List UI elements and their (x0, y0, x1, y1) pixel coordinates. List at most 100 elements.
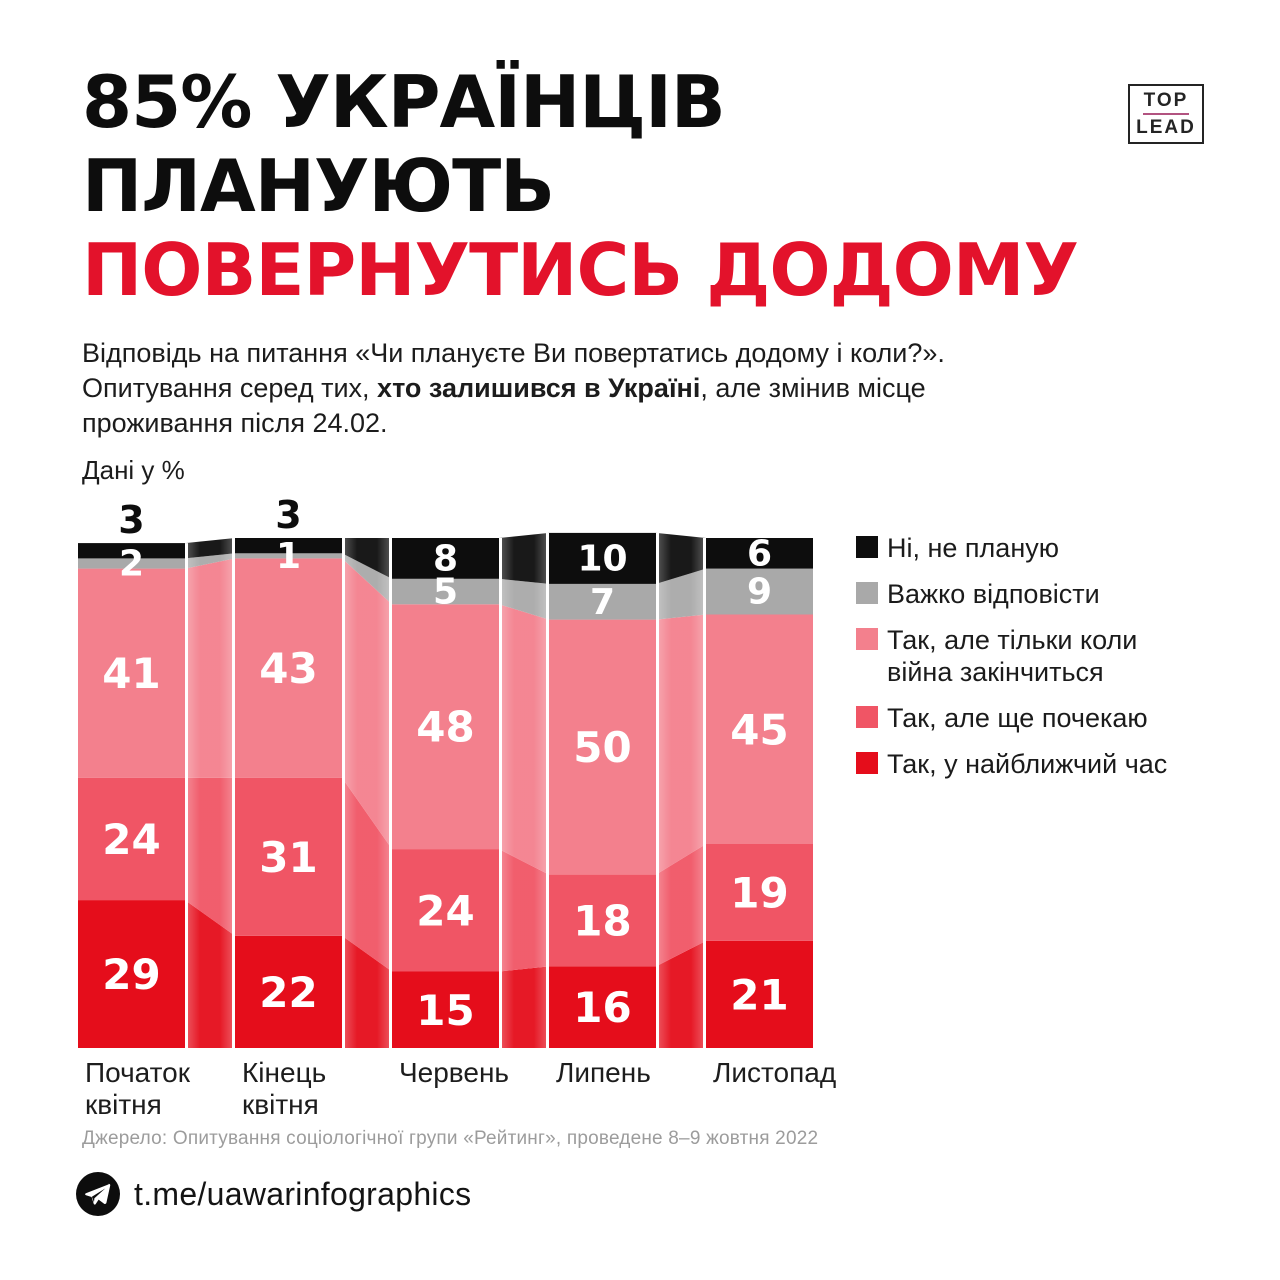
footer: t.me/uawarinfographics (76, 1172, 471, 1216)
bar-segment (392, 971, 499, 1048)
logo-lead-text: LEAD (1136, 117, 1196, 138)
subtitle-bold: хто залишився в Україні (377, 373, 701, 403)
bar-segment (549, 874, 656, 967)
bar-segment (706, 844, 813, 941)
value-label: 19 (730, 868, 788, 917)
bar-segment (392, 604, 499, 850)
bar-segment (235, 777, 342, 936)
legend-swatch (856, 706, 878, 728)
value-label: 6 (747, 533, 772, 574)
x-axis-label: Листопад (713, 1057, 836, 1088)
legend-swatch (856, 582, 878, 604)
bar-segment (78, 543, 185, 559)
units-label: Дані у % (82, 455, 185, 485)
legend-item: Важко відповісти (856, 578, 1216, 610)
value-label: 31 (259, 833, 317, 882)
title-line-2: ПЛАНУЮТЬ (82, 144, 555, 228)
bar-gap (232, 538, 235, 1048)
legend-item: Так, у найближчий час (856, 748, 1216, 780)
bar-segment (78, 568, 185, 778)
bar-segment (78, 900, 185, 1048)
legend-label: Так, але ще почекаю (887, 703, 1148, 733)
logo-top-text: TOP (1143, 90, 1189, 111)
bar-segment (392, 849, 499, 972)
value-label: 29 (102, 950, 160, 999)
bar-gap (499, 538, 502, 1048)
bar-segment (235, 553, 342, 559)
value-label: 9 (747, 572, 772, 613)
bar-segment (706, 940, 813, 1048)
value-label: 50 (573, 723, 631, 772)
subtitle-pre: Відповідь на питання «Чи плануєте Ви пов… (82, 338, 945, 403)
bar-gap (656, 532, 659, 1048)
bar-segment (78, 777, 185, 901)
value-label: 3 (275, 493, 301, 537)
bar-gap (185, 543, 188, 1048)
chart-legend: Ні, не планую Важко відповісти Так, але ті… (856, 532, 1216, 794)
bar-gap (703, 538, 706, 1048)
subtitle-post: , але змінив місце проживання після 24.0… (82, 373, 926, 438)
value-label: 48 (416, 703, 474, 752)
value-label: 1 (276, 536, 301, 577)
connector-highlight (185, 538, 235, 1048)
bar-segment (549, 532, 656, 584)
bar-gap (546, 532, 549, 1048)
footer-link[interactable]: t.me/uawarinfographics (134, 1175, 472, 1212)
bar-segment (235, 558, 342, 778)
legend-label: Важко відповісти (887, 579, 1100, 609)
bar-gap (342, 538, 345, 1048)
stacked-flow-chart: 29 24 41 2 3 22 31 43 1 3 15 24 48 5 8 16 18 50 7 10 21 19 45 9… (60, 490, 860, 1150)
bar-segment (549, 619, 656, 875)
title-line-3: ПОВЕРНУТИСЬ ДОДОМУ (82, 228, 1079, 312)
bar-segment (392, 538, 499, 579)
chart-svg: 2924412322314313152448581618507102119459… (78, 493, 836, 1120)
legend-item: Так, але тільки коли війна закінчиться (856, 624, 1216, 688)
source-note: Джерело: Опитування соціологічної групи … (82, 1128, 819, 1149)
value-label: 24 (102, 815, 160, 864)
logo-divider (1143, 113, 1189, 115)
toplead-logo: TOP LEAD (1128, 84, 1204, 144)
value-label: 16 (573, 983, 631, 1032)
telegram-icon (76, 1172, 120, 1216)
x-axis-label: Кінець квітня (242, 1057, 326, 1120)
legend-label: Ні, не планую (887, 533, 1059, 563)
connector-highlight (656, 532, 706, 1048)
legend-label: Так, але тільки коли війна закінчиться (887, 625, 1138, 687)
value-label: 2 (119, 544, 144, 585)
value-label: 15 (416, 986, 474, 1035)
bar-segment (549, 583, 656, 620)
value-label: 18 (573, 897, 631, 946)
bar-segment (78, 558, 185, 569)
x-axis-label: Початок квітня (85, 1057, 191, 1120)
bar-segment (392, 578, 499, 605)
title-line-1: 85% УКРАЇНЦІВ (82, 60, 726, 144)
bar-segment (706, 614, 813, 844)
bar-segment (706, 568, 813, 615)
bar-segment (549, 966, 656, 1048)
bar-segment (706, 538, 813, 569)
value-label: 45 (730, 705, 788, 754)
bar-segment (235, 935, 342, 1048)
x-axis-label: Липень (556, 1057, 651, 1088)
x-axis-label: Червень (399, 1057, 509, 1088)
value-label: 21 (730, 970, 788, 1019)
value-label: 5 (433, 572, 458, 613)
bar-segment (235, 538, 342, 554)
connector-highlight (499, 532, 549, 1048)
subtitle: Відповідь на питання «Чи плануєте Ви пов… (82, 336, 1032, 441)
legend-item: Так, але ще почекаю (856, 702, 1216, 734)
value-label: 8 (433, 538, 458, 579)
value-label: 7 (590, 582, 615, 623)
page-title: 85% УКРАЇНЦІВ ПЛАНУЮТЬ ПОВЕРНУТИСЬ ДОДОМ… (82, 60, 1122, 312)
bar-gap (389, 538, 392, 1048)
value-label: 41 (102, 649, 160, 698)
legend-item: Ні, не планую (856, 532, 1216, 564)
value-label: 24 (416, 886, 474, 935)
value-label: 43 (259, 644, 317, 693)
legend-label: Так, у найближчий час (887, 749, 1168, 779)
value-label: 22 (259, 968, 317, 1017)
connector-highlight (342, 538, 392, 1048)
value-label: 3 (118, 498, 144, 542)
value-label: 10 (577, 538, 627, 579)
